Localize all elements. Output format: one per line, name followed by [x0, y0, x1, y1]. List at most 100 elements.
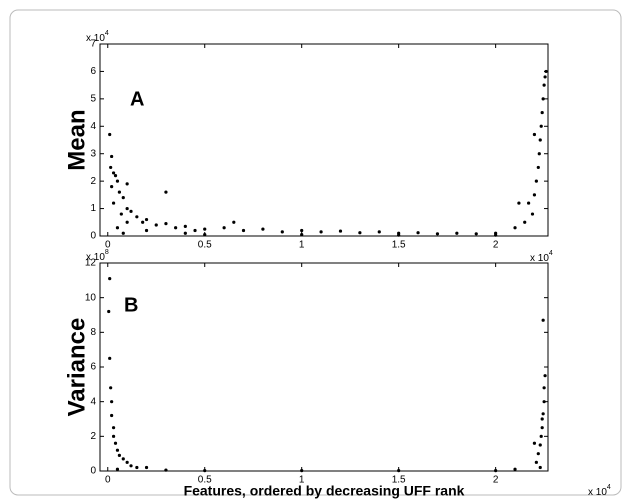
point — [110, 413, 114, 418]
point — [543, 75, 547, 79]
y-tick-label: 12 — [85, 258, 97, 269]
point — [135, 465, 139, 470]
point — [121, 457, 125, 461]
point — [115, 448, 120, 452]
point — [539, 434, 543, 438]
point — [534, 179, 538, 183]
point — [111, 426, 116, 430]
point — [108, 356, 112, 360]
point — [154, 223, 158, 227]
y-tick-label: 2 — [90, 176, 96, 187]
point — [125, 182, 129, 186]
point — [534, 460, 538, 464]
point — [164, 190, 168, 194]
point — [203, 233, 207, 237]
point — [542, 386, 546, 390]
point — [115, 179, 120, 183]
point — [530, 212, 535, 216]
point — [164, 222, 168, 226]
axis-multiplier: x 104 — [530, 250, 553, 264]
point — [125, 206, 129, 211]
plot-area — [100, 44, 548, 236]
point — [144, 465, 149, 470]
point — [539, 124, 543, 128]
point — [536, 165, 540, 170]
y-tick-label: 5 — [90, 93, 96, 104]
y-tick-label: 0 — [90, 466, 96, 477]
point — [261, 227, 265, 231]
y-axis-label: Variance — [63, 318, 90, 417]
x-tick-label: 1.5 — [392, 475, 406, 486]
point — [416, 231, 420, 235]
point — [538, 138, 542, 142]
x-tick-label: 0.5 — [198, 475, 212, 486]
point — [537, 152, 541, 156]
y-tick-label: 1 — [90, 203, 96, 214]
point — [517, 201, 521, 205]
point — [111, 201, 116, 205]
point — [135, 215, 139, 219]
point — [144, 228, 149, 233]
point — [107, 309, 111, 314]
y-tick-label: 4 — [90, 121, 96, 132]
point — [117, 453, 121, 457]
point — [538, 443, 542, 447]
point — [193, 228, 197, 233]
panel-label: A — [130, 88, 144, 110]
point — [541, 318, 545, 322]
point — [523, 220, 527, 224]
point — [121, 231, 125, 235]
y-tick-label: 6 — [90, 362, 96, 373]
point — [111, 171, 116, 175]
point — [110, 185, 114, 189]
point — [435, 232, 440, 236]
point — [513, 226, 517, 230]
axis-multiplier: x 104 — [588, 484, 611, 498]
y-tick-label: 2 — [90, 431, 96, 442]
x-tick-label: 2 — [493, 240, 499, 251]
y-tick-label: 8 — [90, 327, 96, 338]
y-axis-label: Mean — [63, 109, 90, 170]
x-tick-label: 1 — [299, 240, 305, 251]
point — [203, 227, 207, 231]
point — [532, 441, 537, 445]
point — [108, 277, 112, 281]
point — [280, 230, 284, 234]
axis-multiplier: x 104 — [86, 30, 109, 44]
multiplier-base: x 10 — [588, 487, 607, 498]
point — [119, 212, 123, 216]
plot-area — [100, 263, 548, 471]
point — [111, 434, 116, 438]
point — [129, 209, 133, 213]
point — [542, 400, 546, 404]
point — [232, 220, 236, 224]
point — [338, 229, 343, 233]
point — [125, 220, 129, 224]
point — [540, 426, 544, 430]
point — [527, 201, 531, 205]
point — [113, 441, 118, 445]
point — [377, 230, 381, 234]
panel-label: B — [124, 294, 138, 316]
y-tick-label: 7 — [90, 39, 96, 50]
x-tick-label: 1 — [299, 475, 305, 486]
point — [121, 196, 125, 200]
point — [115, 467, 120, 471]
point — [474, 232, 478, 236]
point — [544, 69, 548, 74]
y-tick-label: 10 — [85, 292, 97, 303]
axis-multiplier: x 108 — [86, 249, 109, 263]
multiplier-base: x 10 — [530, 253, 549, 264]
point — [183, 231, 187, 235]
point — [513, 467, 517, 471]
point — [319, 230, 323, 234]
point — [174, 226, 178, 230]
multiplier-exponent: 4 — [607, 484, 611, 491]
point — [532, 132, 537, 137]
x-axis-label: Features, ordered by decreasing UFF rank — [184, 483, 465, 499]
point — [300, 233, 304, 237]
point — [109, 165, 113, 170]
point — [115, 226, 120, 230]
point — [129, 464, 133, 468]
